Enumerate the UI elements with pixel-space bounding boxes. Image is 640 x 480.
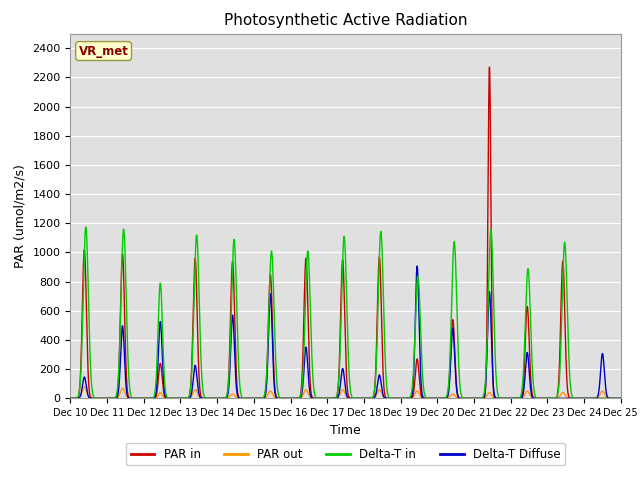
X-axis label: Time: Time	[330, 424, 361, 437]
Legend: PAR in, PAR out, Delta-T in, Delta-T Diffuse: PAR in, PAR out, Delta-T in, Delta-T Dif…	[126, 443, 565, 466]
Text: VR_met: VR_met	[79, 45, 129, 58]
Title: Photosynthetic Active Radiation: Photosynthetic Active Radiation	[224, 13, 467, 28]
Y-axis label: PAR (umol/m2/s): PAR (umol/m2/s)	[14, 164, 27, 268]
